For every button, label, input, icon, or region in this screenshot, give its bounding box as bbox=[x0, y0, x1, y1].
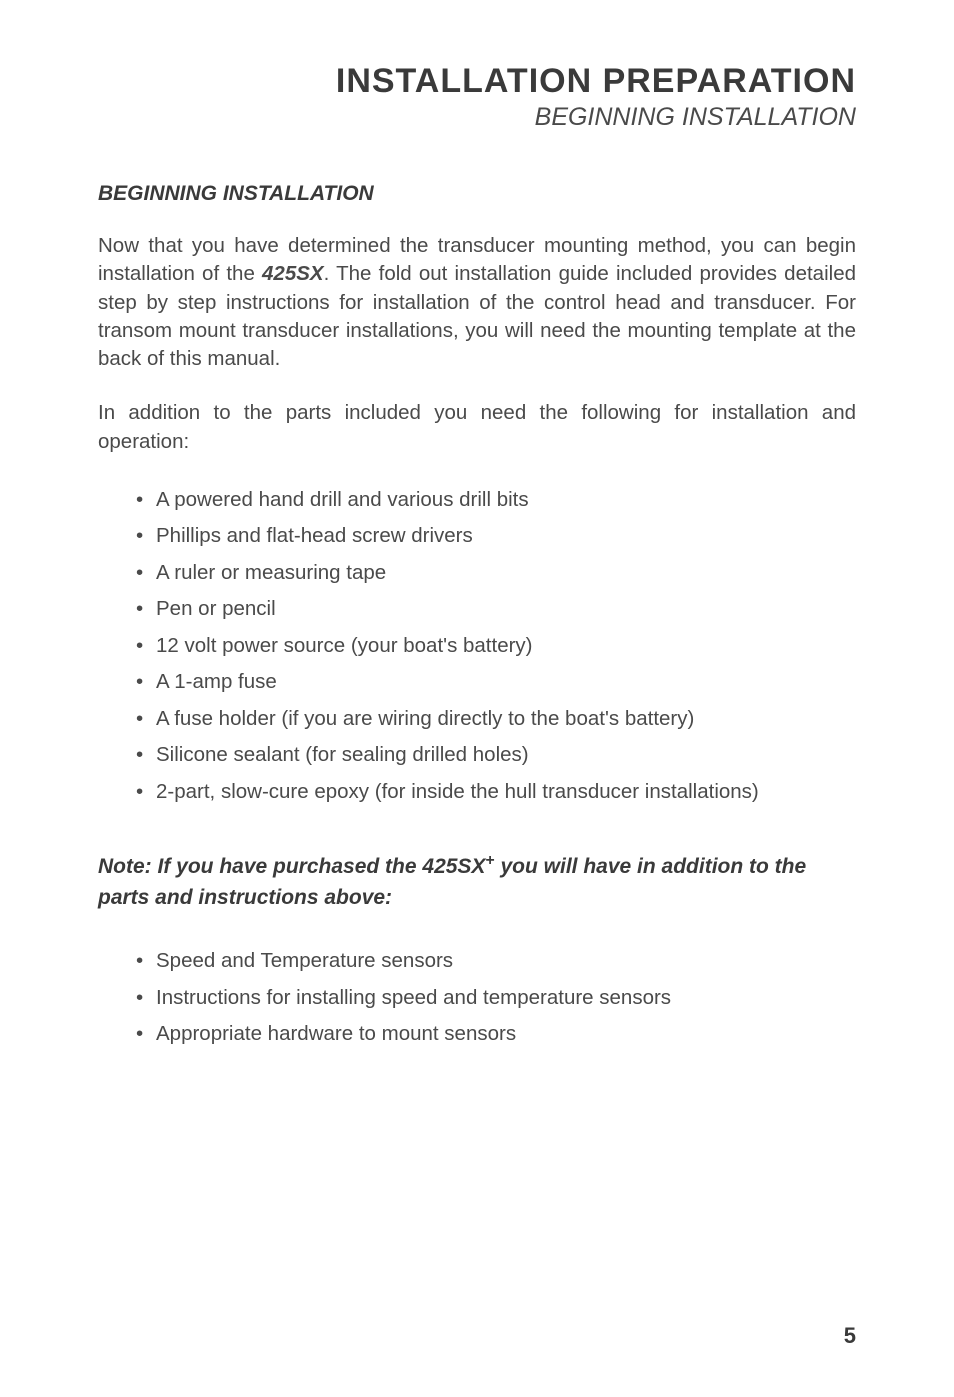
title-block: INSTALLATION PREPARATION BEGINNING INSTA… bbox=[98, 62, 856, 132]
list-item: Phillips and flat-head screw drivers bbox=[136, 518, 856, 554]
list-item: 12 volt power source (your boat's batter… bbox=[136, 628, 856, 664]
section-heading: BEGINNING INSTALLATION bbox=[98, 182, 856, 206]
list-item: A ruler or measuring tape bbox=[136, 555, 856, 591]
note-pre: Note: If you have purchased the 425SX bbox=[98, 855, 485, 878]
list-item: Silicone sealant (for sealing drilled ho… bbox=[136, 737, 856, 773]
list-item: Pen or pencil bbox=[136, 591, 856, 627]
note-plus: + bbox=[485, 852, 494, 869]
list-item: Speed and Temperature sensors bbox=[136, 943, 856, 979]
model-name: 425SX bbox=[262, 262, 324, 285]
subtitle: BEGINNING INSTALLATION bbox=[98, 103, 856, 132]
list-item: 2-part, slow-cure epoxy (for inside the … bbox=[136, 774, 856, 810]
list-item: A 1-amp fuse bbox=[136, 664, 856, 700]
requirements-list: A powered hand drill and various drill b… bbox=[98, 482, 856, 810]
list-item: Instructions for installing speed and te… bbox=[136, 980, 856, 1016]
main-title: INSTALLATION PREPARATION bbox=[98, 62, 856, 101]
paragraph-1: Now that you have determined the transdu… bbox=[98, 232, 856, 373]
note-list: Speed and Temperature sensors Instructio… bbox=[98, 943, 856, 1052]
page-number: 5 bbox=[844, 1323, 856, 1349]
paragraph-2: In addition to the parts included you ne… bbox=[98, 399, 856, 456]
list-item: A powered hand drill and various drill b… bbox=[136, 482, 856, 518]
note-heading: Note: If you have purchased the 425SX+ y… bbox=[98, 850, 856, 913]
list-item: Appropriate hardware to mount sensors bbox=[136, 1016, 856, 1052]
list-item: A fuse holder (if you are wiring directl… bbox=[136, 701, 856, 737]
